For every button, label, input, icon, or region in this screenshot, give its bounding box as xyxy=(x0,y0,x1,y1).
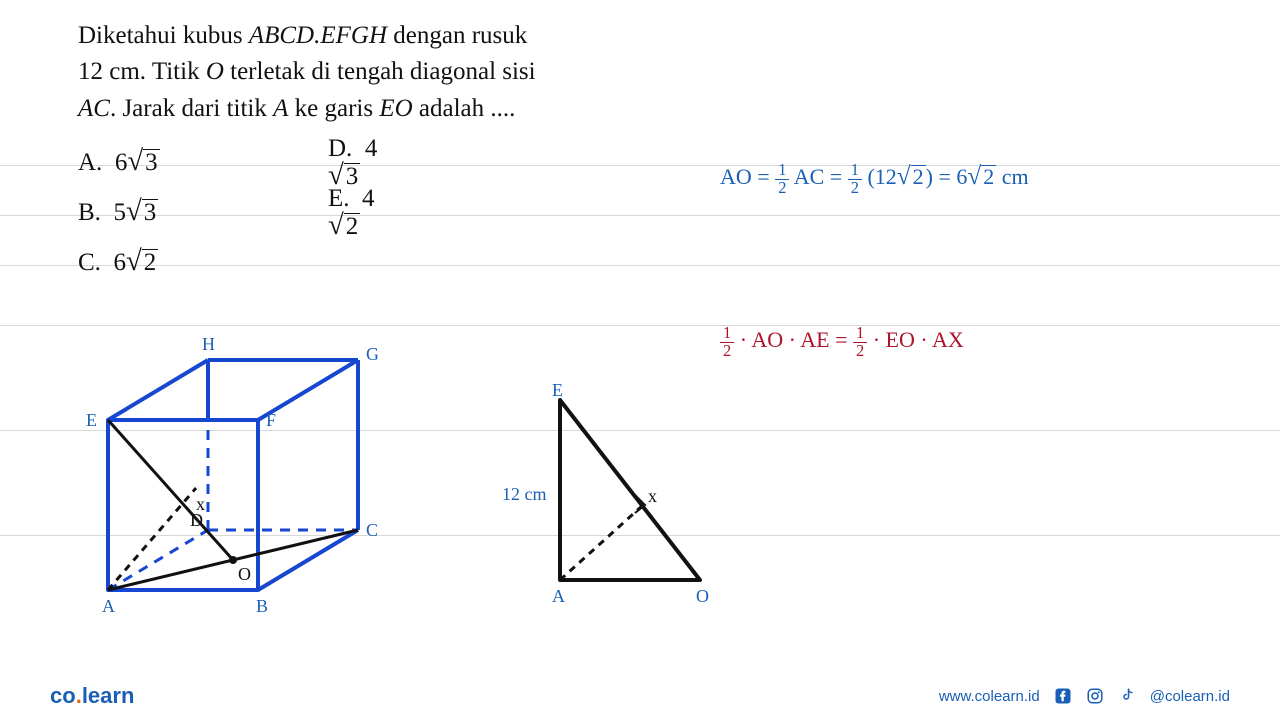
option-a[interactable]: A. 6√3 xyxy=(78,149,328,177)
footer: co.learn www.colearn.id @colearn.id xyxy=(0,672,1280,720)
svg-text:C: C xyxy=(366,520,378,540)
svg-text:E: E xyxy=(86,410,97,430)
footer-handle[interactable]: @colearn.id xyxy=(1150,688,1230,705)
svg-text:G: G xyxy=(366,344,378,364)
svg-text:O: O xyxy=(238,564,251,584)
answer-options: A. 6√3 D. 4√3 B. 5√3 E. 4√2 C. 6√2 xyxy=(78,138,328,288)
equation-ao: AO = 12 AC = 12 (12√2) = 6√2 cm xyxy=(720,162,1029,196)
brand-logo: co.learn xyxy=(50,683,134,709)
triangle-diagram: E A O x 12 cm xyxy=(500,380,740,620)
svg-text:12 cm: 12 cm xyxy=(502,484,547,504)
svg-text:F: F xyxy=(266,410,276,430)
option-c[interactable]: C. 6√2 xyxy=(78,249,328,277)
option-d[interactable]: D. 4√3 xyxy=(328,135,377,191)
svg-text:B: B xyxy=(256,596,268,616)
svg-text:A: A xyxy=(552,586,565,606)
option-e[interactable]: E. 4√2 xyxy=(328,185,375,241)
svg-text:A: A xyxy=(102,596,115,616)
instagram-icon[interactable] xyxy=(1086,687,1104,705)
svg-text:x: x xyxy=(196,494,205,514)
svg-text:H: H xyxy=(202,334,215,354)
facebook-icon[interactable] xyxy=(1054,687,1072,705)
svg-text:x: x xyxy=(648,486,657,506)
equation-area: 12 · AO · AE = 12 · EO · AX xyxy=(720,325,964,359)
question-text: Diketahui kubus ABCD.EFGH dengan rusuk 1… xyxy=(78,18,638,127)
svg-text:O: O xyxy=(696,586,709,606)
footer-url[interactable]: www.colearn.id xyxy=(939,688,1040,705)
svg-text:E: E xyxy=(552,380,563,400)
tiktok-icon[interactable] xyxy=(1118,687,1136,705)
option-b[interactable]: B. 5√3 xyxy=(78,199,328,227)
cube-diagram: A B C D E F G H O x xyxy=(78,310,378,630)
